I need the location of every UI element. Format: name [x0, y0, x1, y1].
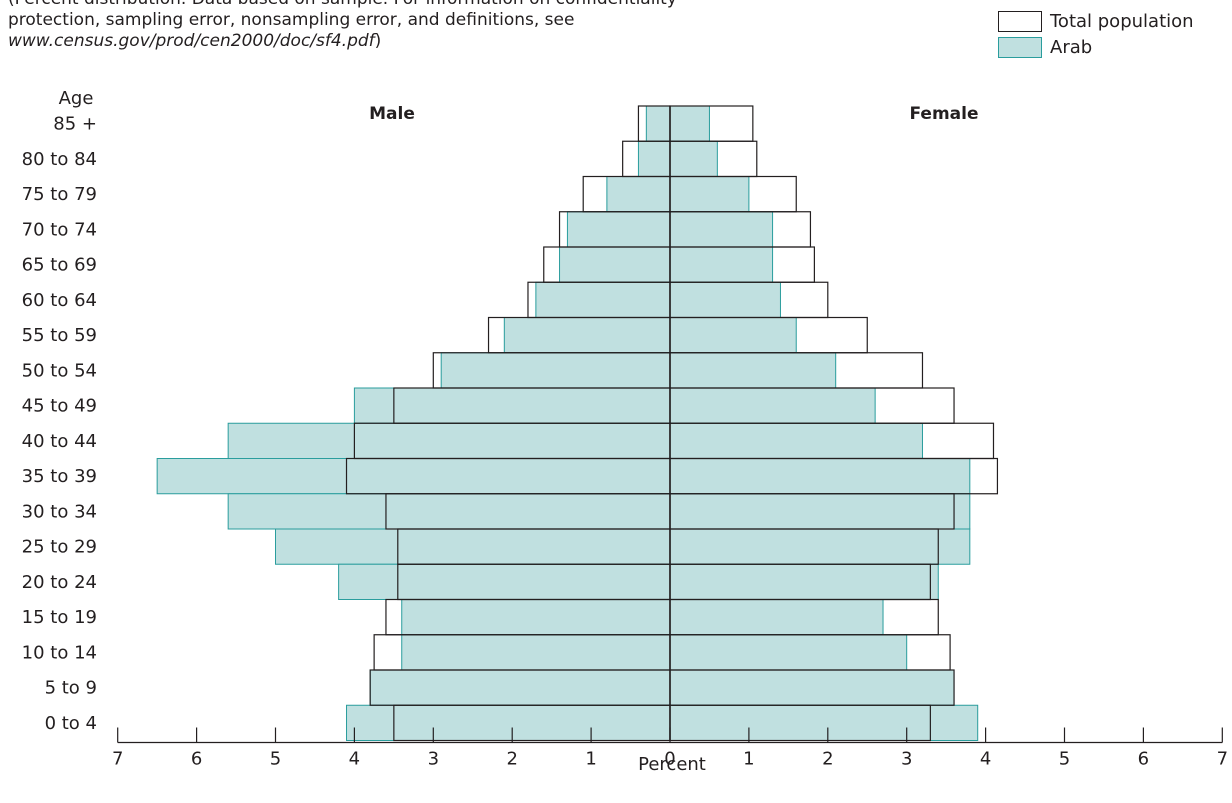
bar-arab-male: [369, 669, 671, 706]
legend-label-total: Total population: [1050, 10, 1194, 32]
bar-arab-female: [669, 422, 923, 459]
age-label: 70 to 74: [22, 219, 97, 240]
age-label: 30 to 34: [22, 501, 97, 522]
age-label: 35 to 39: [22, 466, 97, 487]
bar-arab-female: [669, 105, 710, 142]
bar-arab-female: [669, 140, 718, 177]
x-tick-label: 5: [1059, 749, 1070, 770]
x-tick-label: 3: [901, 749, 912, 770]
legend-swatch-total: [998, 10, 1042, 32]
bar-arab-male: [401, 634, 671, 671]
legend-label-arab: Arab: [1050, 36, 1093, 58]
note-url: www.census.gov/prod/cen2000/doc/sf4.pdf: [8, 31, 375, 51]
bar-arab-male: [353, 387, 671, 424]
bar-arab-male: [227, 493, 671, 530]
age-label: 55 to 59: [22, 325, 97, 346]
bar-arab-male: [559, 246, 671, 283]
age-labels: 85 + 80 to 84 75 to 79 70 to 74 65 to 69 60 t…: [22, 114, 97, 734]
bar-arab-female: [669, 599, 884, 636]
chart-note: (Percent distribution. Data based on sam…: [8, 0, 908, 52]
bar-arab-female: [669, 704, 979, 741]
note-line-1: (Percent distribution. Data based on sam…: [8, 0, 908, 10]
legend: Total population Arab: [998, 8, 1194, 60]
age-label: 65 to 69: [22, 255, 97, 276]
bars-layer: [156, 105, 999, 742]
legend-swatch-arab: [998, 36, 1042, 58]
x-tick-label: 6: [191, 749, 202, 770]
legend-item-total: Total population: [998, 8, 1194, 34]
age-label: 40 to 44: [22, 431, 97, 452]
age-label: 0 to 4: [45, 713, 97, 734]
age-label: 5 to 9: [45, 678, 97, 699]
bar-arab-female: [669, 493, 971, 530]
bar-arab-male: [606, 176, 671, 213]
note-line-3: www.census.gov/prod/cen2000/doc/sf4.pdf): [8, 31, 908, 52]
bar-arab-female: [669, 317, 797, 354]
age-label: 80 to 84: [22, 149, 97, 170]
age-label: 20 to 24: [22, 572, 97, 593]
x-tick-label: 0: [664, 749, 675, 770]
bar-arab-male: [535, 281, 671, 318]
age-label: 25 to 29: [22, 537, 97, 558]
x-tick-label: 2: [822, 749, 833, 770]
bar-arab-female: [669, 281, 781, 318]
x-tick-label: 6: [1138, 749, 1149, 770]
legend-item-arab: Arab: [998, 34, 1194, 60]
bar-arab-male: [440, 352, 671, 389]
bar-arab-male: [503, 317, 671, 354]
note-line-2: protection, sampling error, nonsampling …: [8, 10, 575, 30]
age-label: 15 to 19: [22, 607, 97, 628]
age-label: 75 to 79: [22, 184, 97, 205]
bar-arab-female: [669, 634, 908, 671]
male-label: Male: [369, 104, 415, 124]
bar-arab-male: [156, 458, 671, 495]
x-tick-label: 7: [112, 749, 123, 770]
age-label: 45 to 49: [22, 396, 97, 417]
x-tick-label: 4: [349, 749, 360, 770]
bar-arab-male: [275, 528, 671, 565]
bar-arab-female: [669, 352, 837, 389]
age-label: 10 to 14: [22, 642, 97, 663]
bar-arab-male: [227, 422, 671, 459]
x-tick-label: 3: [428, 749, 439, 770]
bar-arab-female: [669, 669, 955, 706]
x-tick-label: 1: [743, 749, 754, 770]
bar-arab-female: [669, 387, 876, 424]
x-axis: 7 6 5 4 3 2 1 0 1 2 3 4 5 6 7: [112, 727, 1228, 770]
bar-arab-male: [645, 105, 671, 142]
bar-arab-male: [346, 704, 671, 741]
x-tick-label: 7: [1217, 749, 1228, 770]
bar-arab-male: [637, 140, 671, 177]
bar-arab-female: [669, 176, 750, 213]
x-axis-title: Percent: [638, 754, 706, 775]
bar-arab-female: [669, 563, 939, 600]
female-label: Female: [910, 104, 979, 124]
x-tick-label: 1: [585, 749, 596, 770]
bar-arab-male: [566, 211, 671, 248]
x-tick-label: 2: [506, 749, 517, 770]
age-label: 60 to 64: [22, 290, 97, 311]
x-tick-label: 5: [270, 749, 281, 770]
bar-arab-female: [669, 211, 774, 248]
age-label: 50 to 54: [22, 360, 97, 381]
bar-arab-male: [401, 599, 671, 636]
bar-arab-female: [669, 528, 971, 565]
bar-arab-female: [669, 458, 971, 495]
note-close: ): [374, 31, 382, 51]
bar-arab-female: [669, 246, 774, 283]
age-label: 85 +: [53, 114, 97, 135]
bar-arab-male: [338, 563, 671, 600]
age-axis-title: Age: [59, 88, 94, 109]
x-tick-label: 4: [980, 749, 991, 770]
